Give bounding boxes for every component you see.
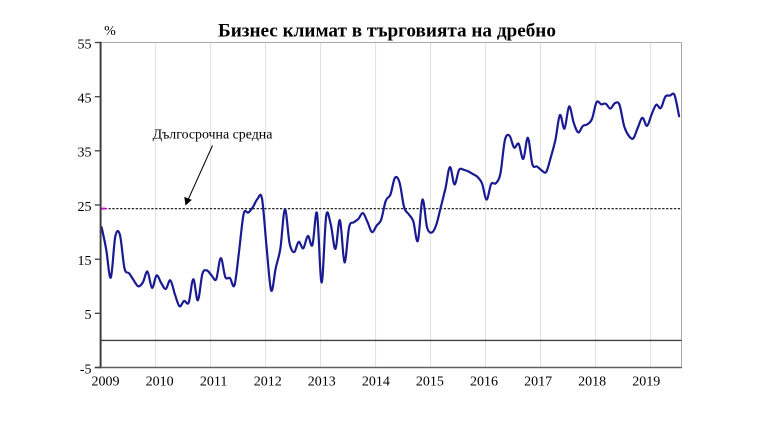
svg-text:2009: 2009	[92, 375, 120, 390]
svg-text:35: 35	[78, 146, 92, 161]
svg-text:2012: 2012	[254, 375, 282, 390]
svg-text:5: 5	[85, 308, 92, 323]
svg-text:%: %	[104, 24, 116, 39]
svg-text:15: 15	[78, 254, 92, 269]
svg-text:2011: 2011	[200, 375, 227, 390]
svg-text:Бизнес климат в търговията на: Бизнес климат в търговията на дребно	[218, 21, 556, 42]
svg-text:-5: -5	[80, 362, 92, 377]
svg-text:25: 25	[78, 200, 92, 215]
svg-text:Дългосрочна средна: Дългосрочна средна	[153, 128, 273, 143]
svg-text:2019: 2019	[632, 375, 660, 390]
svg-text:2014: 2014	[362, 375, 390, 390]
svg-text:55: 55	[78, 37, 92, 52]
svg-text:2017: 2017	[524, 375, 552, 390]
svg-text:2010: 2010	[146, 375, 174, 390]
svg-text:45: 45	[78, 92, 92, 107]
svg-text:2018: 2018	[578, 375, 606, 390]
svg-text:2016: 2016	[470, 375, 498, 390]
svg-text:2015: 2015	[416, 375, 444, 390]
svg-text:2013: 2013	[308, 375, 336, 390]
